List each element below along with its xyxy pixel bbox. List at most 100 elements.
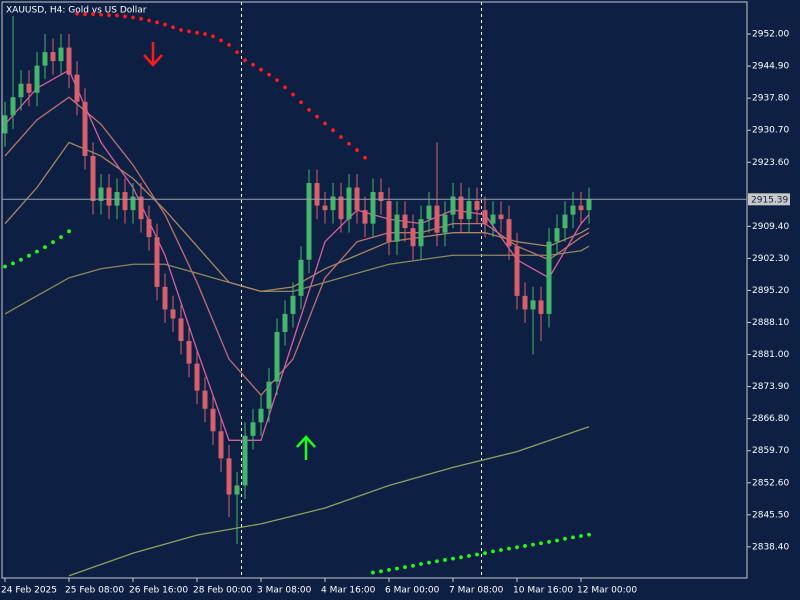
indicator-dot xyxy=(435,559,439,564)
indicator-dot xyxy=(139,16,143,21)
y-tick-label: 2895.20 xyxy=(752,286,789,296)
indicator-dot xyxy=(171,25,175,30)
y-tick-label: 2923.60 xyxy=(752,158,789,168)
x-tick-label: 25 Feb 08:00 xyxy=(65,586,124,596)
indicator-dot xyxy=(443,558,447,562)
candle-body xyxy=(186,341,192,364)
indicator-dot xyxy=(83,12,87,17)
plot-area xyxy=(2,11,592,577)
indicator-dot xyxy=(147,18,151,23)
current-price-box xyxy=(748,193,790,206)
indicator-dot xyxy=(411,563,415,568)
indicator-dot xyxy=(107,13,111,17)
candle-body xyxy=(202,390,208,409)
candle-body xyxy=(42,52,48,66)
indicator-line xyxy=(4,96,590,397)
candle-body xyxy=(530,300,536,310)
indicator-dot xyxy=(275,78,279,82)
y-tick-label: 2838.40 xyxy=(752,542,789,552)
indicator-dot xyxy=(267,72,271,77)
candle-body xyxy=(570,205,576,215)
candle-body xyxy=(130,196,136,211)
candle-body xyxy=(482,210,488,224)
candle-body xyxy=(234,485,240,495)
indicator-dot xyxy=(187,29,191,34)
indicator-dot xyxy=(299,100,303,105)
indicator-dot xyxy=(155,20,159,25)
indicator-dot xyxy=(395,566,399,571)
candle-body xyxy=(50,52,56,62)
candle-body xyxy=(338,196,344,220)
indicator-dot xyxy=(291,92,295,97)
candle-body xyxy=(562,214,568,229)
candle-body xyxy=(426,205,432,220)
indicator-dot xyxy=(483,551,487,556)
indicator-dot xyxy=(467,553,471,558)
chart-title: XAUUSD, H4: Gold vs US Dollar xyxy=(6,6,147,16)
candle-body xyxy=(58,47,64,62)
indicator-dot xyxy=(219,38,223,43)
indicator-dot xyxy=(67,229,71,234)
candle-body xyxy=(98,187,104,202)
candle-body xyxy=(90,155,96,202)
current-price-label: 2915.39 xyxy=(751,195,788,205)
candle-body xyxy=(146,219,152,238)
indicator-dot xyxy=(555,538,559,543)
indicator-dot xyxy=(91,12,95,17)
candle-body xyxy=(210,408,216,432)
candle-body xyxy=(514,246,520,296)
candle-body xyxy=(10,97,16,116)
indicator-line xyxy=(4,141,590,293)
indicator-dot xyxy=(27,253,31,258)
indicator-dot xyxy=(451,556,455,561)
indicator-dot xyxy=(11,261,15,266)
indicator-dot xyxy=(283,85,287,90)
candle-body xyxy=(154,237,160,287)
candle-body xyxy=(450,196,456,215)
indicator-dot xyxy=(499,548,503,552)
candle-body xyxy=(34,65,40,93)
y-tick-label: 2937.80 xyxy=(752,94,789,104)
candle-body xyxy=(242,435,248,486)
indicator-dot xyxy=(59,235,63,240)
indicator-dot xyxy=(475,552,479,557)
y-tick-label: 2930.70 xyxy=(752,126,789,136)
candle-body xyxy=(402,214,408,229)
candle-body xyxy=(418,219,424,247)
y-tick-label: 2845.50 xyxy=(752,510,789,520)
indicator-dot xyxy=(35,249,39,254)
indicator-dot xyxy=(75,11,79,16)
indicator-dot xyxy=(459,555,463,560)
indicator-dot xyxy=(507,546,511,551)
candle-body xyxy=(370,192,376,224)
candle-body xyxy=(498,214,504,220)
indicator-dot xyxy=(19,257,23,262)
indicator-dot xyxy=(547,539,551,544)
indicator-dot xyxy=(387,567,391,572)
indicator-dot xyxy=(115,13,119,18)
indicator-line xyxy=(4,69,590,441)
candle-body xyxy=(274,331,280,382)
indicator-dot xyxy=(363,155,367,160)
x-tick-label: 3 Mar 08:00 xyxy=(257,586,312,596)
candle-body xyxy=(170,309,176,319)
candle-body xyxy=(162,286,168,310)
candle-body xyxy=(314,183,320,206)
y-tick-label: 2859.70 xyxy=(752,446,789,456)
candle-body xyxy=(490,214,496,224)
candle-body xyxy=(66,47,72,75)
candle-body xyxy=(178,318,184,342)
x-tick-label: 12 Mar 00:00 xyxy=(577,586,637,596)
candle-body xyxy=(122,192,128,211)
indicator-dot xyxy=(523,544,527,548)
candle-body xyxy=(578,205,584,211)
x-tick-label: 24 Feb 2025 xyxy=(1,586,57,596)
candle-body xyxy=(250,422,256,436)
candle-body xyxy=(410,228,416,247)
indicator-dot xyxy=(99,12,103,17)
indicator-dot xyxy=(235,50,239,55)
candle-body xyxy=(266,381,272,409)
candle-body xyxy=(282,313,288,332)
